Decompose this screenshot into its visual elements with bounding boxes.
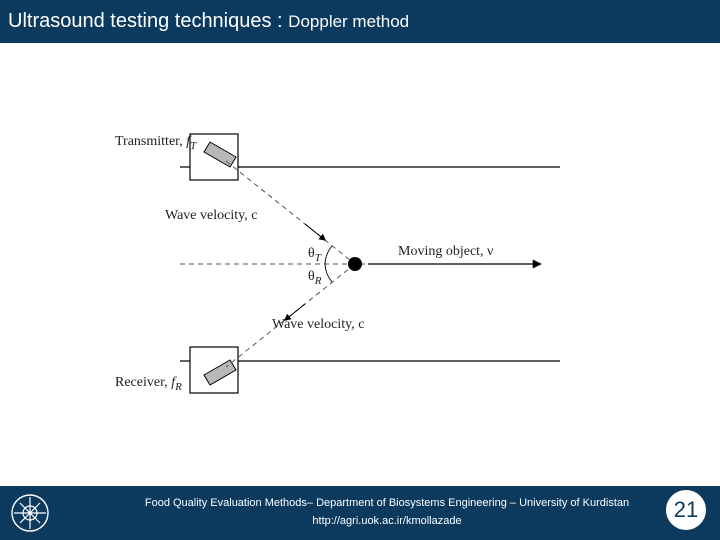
rx-prefix: Receiver, xyxy=(115,375,171,390)
page-number: 21 xyxy=(674,497,698,523)
footer-line2: http://agri.uok.ac.ir/kmollazade xyxy=(54,513,720,531)
page-number-badge: 21 xyxy=(664,488,708,532)
theta-r-pre: θ xyxy=(308,269,315,284)
theta-t-arc xyxy=(325,246,332,264)
doppler-diagram xyxy=(110,109,570,419)
tx-prefix: Transmitter, xyxy=(115,134,186,149)
tx-beam-arrow xyxy=(305,224,325,240)
slide-header: Ultrasound testing techniques : Doppler … xyxy=(0,0,720,43)
footer-logo xyxy=(6,489,54,537)
receiver-label: Receiver, fR xyxy=(115,375,182,393)
tx-sub: T xyxy=(190,140,196,152)
rx-sub: R xyxy=(175,381,182,393)
footer-line1: Food Quality Evaluation Methods– Departm… xyxy=(54,495,720,513)
moving-object xyxy=(348,257,362,271)
slide-footer: Food Quality Evaluation Methods– Departm… xyxy=(0,486,720,540)
footer-text: Food Quality Evaluation Methods– Departm… xyxy=(54,495,720,530)
title-sub: Doppler method xyxy=(288,12,409,31)
transmitter-label: Transmitter, fT xyxy=(115,134,196,152)
moving-object-label: Moving object, ν xyxy=(398,244,493,260)
theta-r-arc xyxy=(325,264,332,282)
theta-t-pre: θ xyxy=(308,246,315,261)
logo-icon xyxy=(10,493,50,533)
theta-t-label: θT xyxy=(308,246,321,264)
wave-velocity-top-label: Wave velocity, c xyxy=(165,208,257,224)
theta-t-sub: T xyxy=(315,252,321,264)
title-main: Ultrasound testing techniques : xyxy=(8,10,288,32)
theta-r-sub: R xyxy=(315,275,322,287)
diagram-area: Transmitter, fT Receiver, fR Wave veloci… xyxy=(0,54,720,486)
wave-velocity-bot-label: Wave velocity, c xyxy=(272,317,364,333)
theta-r-label: θR xyxy=(308,269,321,287)
